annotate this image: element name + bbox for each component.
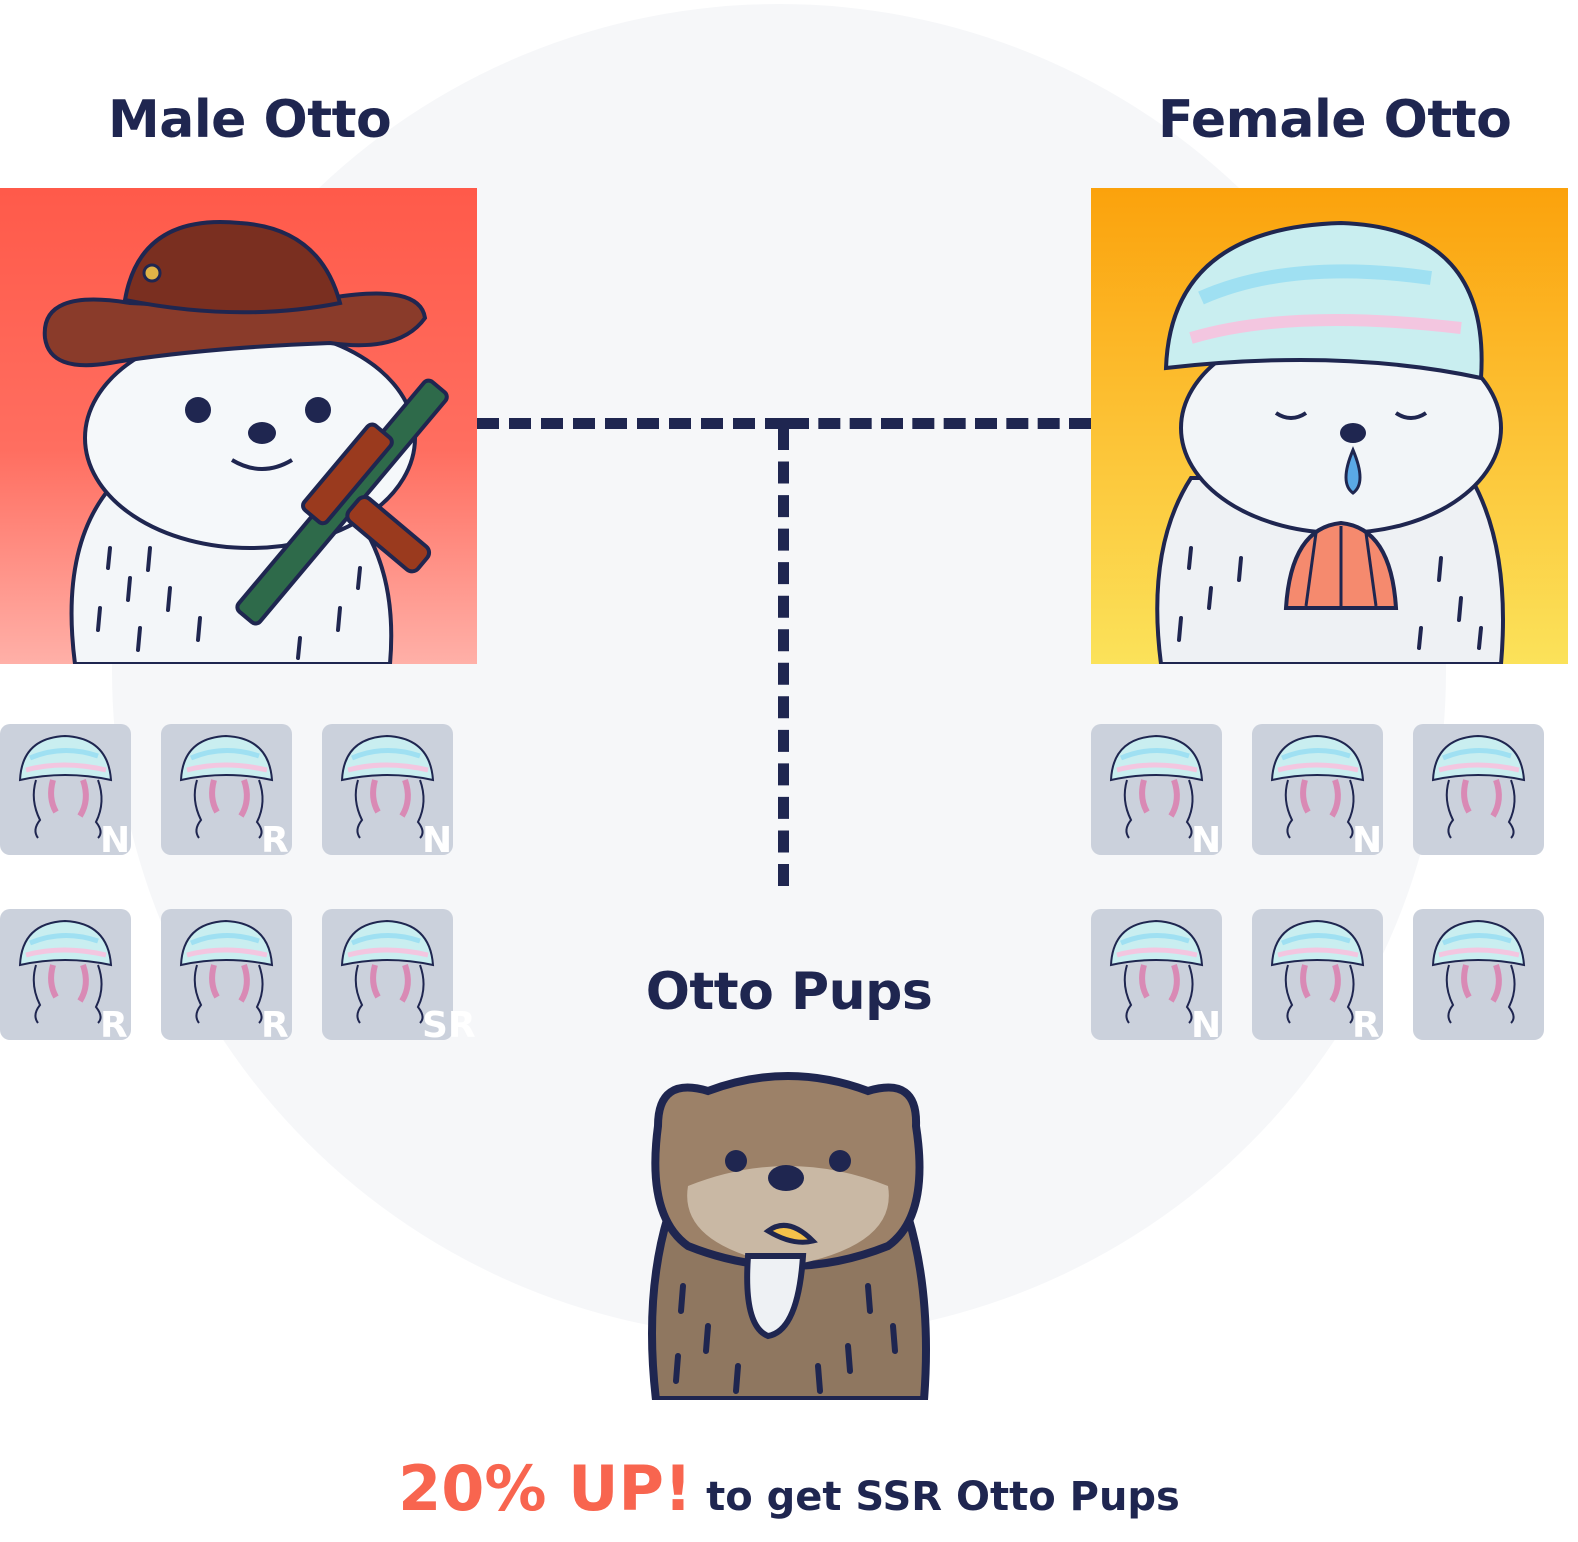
jellyfish-icon bbox=[179, 919, 274, 1024]
rarity-label: N bbox=[100, 820, 131, 861]
female-trait-tile: N bbox=[1091, 909, 1222, 1046]
male-trait-tile: N bbox=[322, 724, 453, 861]
connector-line-down bbox=[778, 428, 789, 886]
tagline: 20% UP! to get SSR Otto Pups bbox=[0, 1452, 1578, 1525]
otto-pups-title: Otto Pups bbox=[645, 962, 933, 1022]
jellyfish-icon bbox=[1431, 919, 1526, 1024]
jellyfish-icon bbox=[1431, 734, 1526, 839]
female-trait-tile: N bbox=[1252, 724, 1383, 861]
connector-line-left bbox=[477, 418, 787, 429]
female-trait-tile: N bbox=[1091, 724, 1222, 861]
female-trait-tile bbox=[1413, 724, 1544, 855]
female-otter-illustration bbox=[1155, 220, 1505, 664]
male-otto-portrait bbox=[0, 188, 477, 664]
male-trait-tile: R bbox=[0, 909, 131, 1046]
tagline-text: to get SSR Otto Pups bbox=[692, 1474, 1180, 1520]
jellyfish-icon bbox=[18, 919, 113, 1024]
jellyfish-icon bbox=[1109, 919, 1204, 1024]
male-trait-tile: SR bbox=[322, 909, 476, 1046]
male-otto-title: Male Otto bbox=[108, 90, 392, 150]
jellyfish-icon bbox=[340, 919, 435, 1024]
tagline-highlight: 20% UP! bbox=[398, 1452, 693, 1525]
jellyfish-icon bbox=[179, 734, 274, 839]
jellyfish-icon bbox=[1270, 919, 1365, 1024]
male-trait-tile: N bbox=[0, 724, 131, 861]
female-otto-title: Female Otto bbox=[1158, 90, 1512, 150]
jellyfish-icon bbox=[340, 734, 435, 839]
rarity-label: R bbox=[261, 1005, 289, 1046]
rarity-label: R bbox=[1352, 1005, 1380, 1046]
rarity-label: N bbox=[1191, 1005, 1222, 1046]
male-trait-tile: R bbox=[161, 909, 292, 1046]
jellyfish-icon bbox=[1109, 734, 1204, 839]
otto-pup-portrait bbox=[638, 1066, 938, 1404]
rarity-label: N bbox=[422, 820, 453, 861]
jellyfish-icon bbox=[1270, 734, 1365, 839]
female-trait-tile bbox=[1413, 909, 1544, 1040]
pup-otter-illustration bbox=[648, 1072, 930, 1404]
rarity-label: R bbox=[100, 1005, 128, 1046]
rarity-label: N bbox=[1352, 820, 1383, 861]
female-trait-tile: R bbox=[1252, 909, 1383, 1046]
female-otto-portrait bbox=[1091, 188, 1568, 664]
jellyfish-icon bbox=[18, 734, 113, 839]
connector-line-right bbox=[787, 418, 1091, 429]
rarity-label: N bbox=[1191, 820, 1222, 861]
male-otter-illustration bbox=[42, 220, 449, 664]
male-trait-tile: R bbox=[161, 724, 292, 861]
rarity-label: SR bbox=[422, 1005, 476, 1046]
rarity-label: R bbox=[261, 820, 289, 861]
